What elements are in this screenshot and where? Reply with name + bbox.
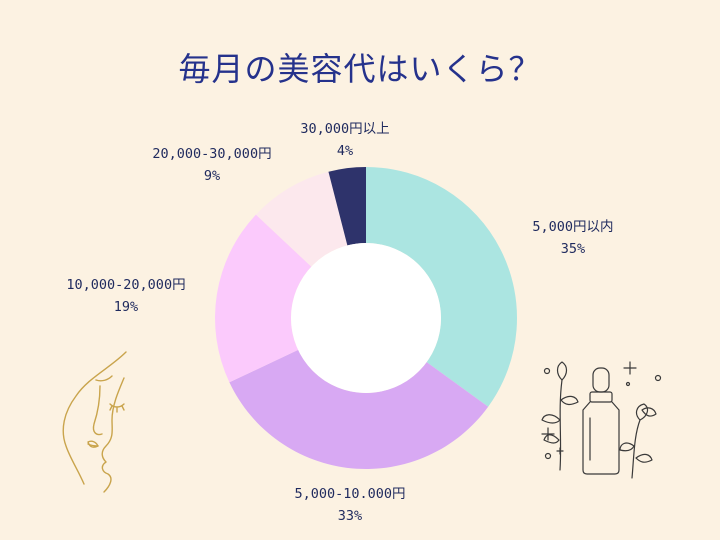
donut-slice-3 — [255, 171, 348, 267]
donut-slice-4 — [328, 167, 366, 246]
slice-label-0: 5,000円以内 35% — [525, 216, 621, 260]
slice-label-1-name: 5,000-10.000円 — [294, 486, 406, 502]
slice-label-2-name: 10,000-20,000円 — [66, 277, 186, 293]
slice-label-0-name: 5,000円以内 — [532, 219, 614, 235]
slice-label-2-value: 19% — [113, 299, 139, 315]
slice-label-3-name: 20,000-30,000円 — [152, 146, 272, 162]
donut-slice-1 — [229, 349, 489, 469]
donut-slice-2 — [215, 214, 312, 383]
slice-label-0-value: 35% — [560, 241, 586, 257]
serum-bottle-with-flowers-icon — [541, 361, 662, 479]
slice-label-3-value: 9% — [203, 168, 221, 184]
slice-label-4-name: 30,000円以上 — [300, 121, 390, 137]
face-line-art-icon — [62, 351, 127, 493]
donut-hole — [291, 243, 441, 393]
chart-title: 毎月の美容代はいくら？ — [178, 50, 542, 88]
slice-label-1: 5,000-10.000円 33% — [280, 483, 420, 527]
donut-slices — [215, 167, 517, 469]
slice-label-3: 20,000-30,000円 9% — [142, 143, 282, 187]
slice-label-2: 10,000-20,000円 19% — [56, 274, 196, 318]
donut-slice-0 — [366, 167, 517, 407]
slice-label-1-value: 33% — [337, 508, 363, 524]
slice-label-4-value: 4% — [336, 143, 354, 159]
slice-label-4: 30,000円以上 4% — [290, 118, 400, 162]
